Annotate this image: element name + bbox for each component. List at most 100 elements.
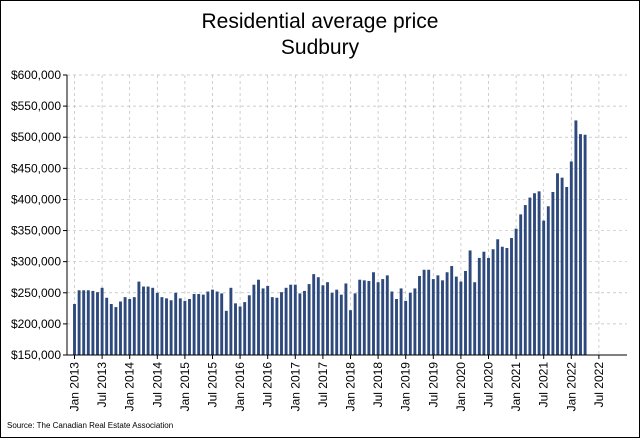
axes <box>66 75 627 356</box>
bar <box>183 300 187 355</box>
bar <box>137 281 141 355</box>
x-tick-label: Jul 2020 <box>482 362 496 408</box>
x-tick-label: Jul 2017 <box>316 362 330 408</box>
x-tick-label: Jul 2018 <box>371 362 385 408</box>
bar <box>128 299 132 355</box>
bar <box>583 134 587 355</box>
bar <box>142 286 145 355</box>
bar <box>505 247 509 355</box>
bar <box>73 303 76 355</box>
bar <box>413 288 417 355</box>
bar <box>330 292 334 355</box>
bar <box>454 276 458 355</box>
bar <box>510 238 513 355</box>
bar <box>523 205 527 355</box>
bar <box>234 303 237 355</box>
bar <box>376 282 380 355</box>
bar <box>362 280 366 355</box>
x-tick-label: Jul 2013 <box>95 362 109 408</box>
x-tick-label: Jan 2020 <box>454 362 468 412</box>
bar <box>280 292 283 355</box>
bar <box>445 272 449 355</box>
bar <box>335 289 339 355</box>
bar <box>468 250 472 355</box>
bar <box>358 279 362 355</box>
bar <box>96 292 99 355</box>
bar <box>252 284 256 355</box>
bar <box>422 269 426 355</box>
bar <box>229 287 233 355</box>
y-tick-label: $550,000 <box>11 99 61 113</box>
bar <box>312 274 316 355</box>
bar <box>307 284 311 355</box>
bar <box>123 297 127 355</box>
y-tick-label: $250,000 <box>11 286 61 300</box>
bar <box>349 310 352 355</box>
bar <box>146 286 150 355</box>
x-tick-label: Jul 2016 <box>261 362 275 408</box>
bar <box>257 279 260 355</box>
bar <box>459 281 463 355</box>
bar <box>220 293 224 355</box>
bar <box>431 279 435 355</box>
bar <box>450 266 454 355</box>
bar <box>404 300 408 355</box>
bar <box>266 285 270 355</box>
bar <box>206 291 210 355</box>
bar <box>321 285 325 355</box>
bar <box>165 298 168 355</box>
bar <box>372 272 375 355</box>
bar <box>560 177 564 355</box>
x-tick-label: Jul 2021 <box>537 362 551 408</box>
bar <box>298 293 302 355</box>
bar <box>565 187 569 355</box>
bar <box>270 297 274 355</box>
bar <box>344 283 348 355</box>
y-tick-label: $600,000 <box>11 68 61 82</box>
bar <box>514 228 518 355</box>
bar <box>160 297 164 355</box>
y-tick-label: $300,000 <box>11 255 61 269</box>
y-tick-label: $400,000 <box>11 192 61 206</box>
bar <box>418 275 421 355</box>
bar <box>289 284 293 355</box>
bar <box>399 288 403 355</box>
bar <box>528 197 532 355</box>
bar <box>390 291 394 355</box>
bar <box>339 294 343 355</box>
bar <box>197 294 201 355</box>
bar <box>151 287 155 355</box>
bar <box>353 293 357 355</box>
x-tick-label: Jan 2017 <box>288 362 302 412</box>
bar <box>367 280 371 355</box>
bar <box>293 284 297 355</box>
bar <box>86 290 90 355</box>
bar <box>105 297 109 355</box>
bar <box>385 275 389 355</box>
x-tick-label: Jul 2022 <box>592 362 606 408</box>
bar <box>477 257 481 355</box>
y-tick-label: $500,000 <box>11 130 61 144</box>
bar <box>482 251 486 355</box>
bar <box>238 306 242 355</box>
source-note: Source: The Canadian Real Estate Associa… <box>7 421 174 430</box>
bar <box>169 300 173 355</box>
bar <box>496 239 500 355</box>
x-tick-label: Jan 2019 <box>399 362 413 412</box>
y-tick-label: $450,000 <box>11 161 61 175</box>
bar <box>464 271 467 355</box>
y-tick-label: $350,000 <box>11 224 61 238</box>
bar <box>114 307 118 355</box>
bar <box>546 206 550 355</box>
x-axis-ticks: Jan 2013 Jul 2013 Jan 2014 Jul 2014 Jan 2015… <box>68 355 606 411</box>
chart-title-block: Residential average price Sudbury <box>1 9 639 61</box>
bar <box>533 193 536 355</box>
x-tick-label: Jan 2013 <box>68 362 82 412</box>
x-tick-label: Jul 2015 <box>206 362 220 408</box>
bar <box>556 173 559 355</box>
bar <box>436 275 440 355</box>
bar <box>100 287 104 355</box>
bar <box>77 290 81 355</box>
bar <box>500 246 504 355</box>
bar <box>211 289 214 355</box>
